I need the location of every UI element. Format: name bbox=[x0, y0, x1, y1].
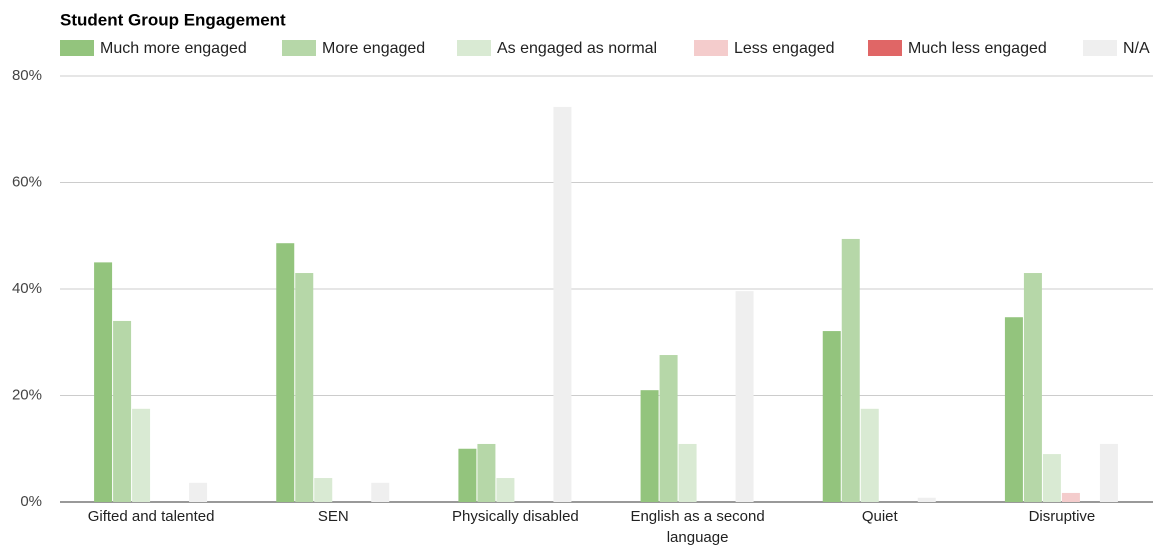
bar bbox=[477, 443, 496, 502]
bar bbox=[640, 390, 659, 502]
x-tick-label: SEN bbox=[317, 508, 349, 525]
legend-swatch bbox=[1083, 40, 1117, 56]
legend-label: More engaged bbox=[322, 40, 425, 57]
legend-label: N/A bbox=[1123, 40, 1150, 57]
bar bbox=[841, 238, 860, 502]
bar bbox=[1042, 454, 1061, 502]
bar bbox=[496, 478, 515, 502]
bar bbox=[132, 408, 151, 502]
bar bbox=[1061, 492, 1080, 502]
bar bbox=[113, 320, 132, 502]
y-tick-label: 20% bbox=[12, 386, 42, 403]
bar bbox=[276, 243, 295, 502]
y-tick-label: 0% bbox=[20, 493, 42, 510]
y-tick-label: 40% bbox=[12, 280, 42, 297]
chart-title: Student Group Engagement bbox=[60, 10, 286, 29]
legend-label: As engaged as normal bbox=[497, 40, 657, 57]
bar bbox=[189, 482, 208, 502]
bar bbox=[860, 408, 879, 502]
x-tick-label: Physically disabled bbox=[452, 508, 579, 525]
x-tick-label: Quiet bbox=[861, 508, 898, 525]
legend-label: Much more engaged bbox=[100, 40, 247, 57]
x-tick-label: Disruptive bbox=[1028, 508, 1096, 525]
bar bbox=[553, 106, 572, 502]
y-tick-label: 80% bbox=[12, 67, 42, 84]
bar bbox=[371, 482, 390, 502]
bar bbox=[1023, 273, 1042, 502]
bar bbox=[314, 478, 333, 502]
bar bbox=[735, 291, 754, 502]
x-tick-label: English as a second language bbox=[630, 508, 765, 546]
legend-label: Less engaged bbox=[734, 40, 835, 57]
x-tick-label: Gifted and talented bbox=[87, 508, 215, 525]
bar bbox=[822, 331, 841, 502]
bar bbox=[94, 262, 113, 502]
bar bbox=[1004, 317, 1023, 502]
legend-swatch bbox=[457, 40, 491, 56]
legend-label: Much less engaged bbox=[908, 40, 1047, 57]
bar bbox=[678, 443, 697, 502]
bar bbox=[917, 497, 936, 502]
y-tick-label: 60% bbox=[12, 173, 42, 190]
bar bbox=[659, 355, 678, 502]
bar bbox=[458, 448, 477, 502]
legend-swatch bbox=[60, 40, 94, 56]
bar bbox=[295, 273, 314, 502]
bar bbox=[1099, 443, 1118, 502]
legend-swatch bbox=[868, 40, 902, 56]
legend-swatch bbox=[694, 40, 728, 56]
legend-swatch bbox=[282, 40, 316, 56]
